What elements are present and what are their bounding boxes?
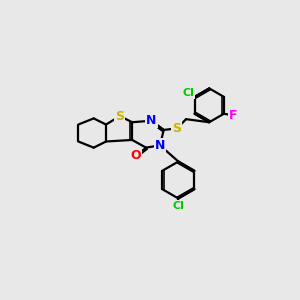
- Text: Cl: Cl: [182, 88, 194, 98]
- Text: S: S: [172, 122, 181, 135]
- Text: F: F: [229, 109, 237, 122]
- Text: S: S: [116, 110, 124, 123]
- Text: N: N: [146, 114, 157, 127]
- Text: N: N: [155, 139, 165, 152]
- Text: Cl: Cl: [172, 201, 184, 211]
- Text: O: O: [131, 149, 141, 162]
